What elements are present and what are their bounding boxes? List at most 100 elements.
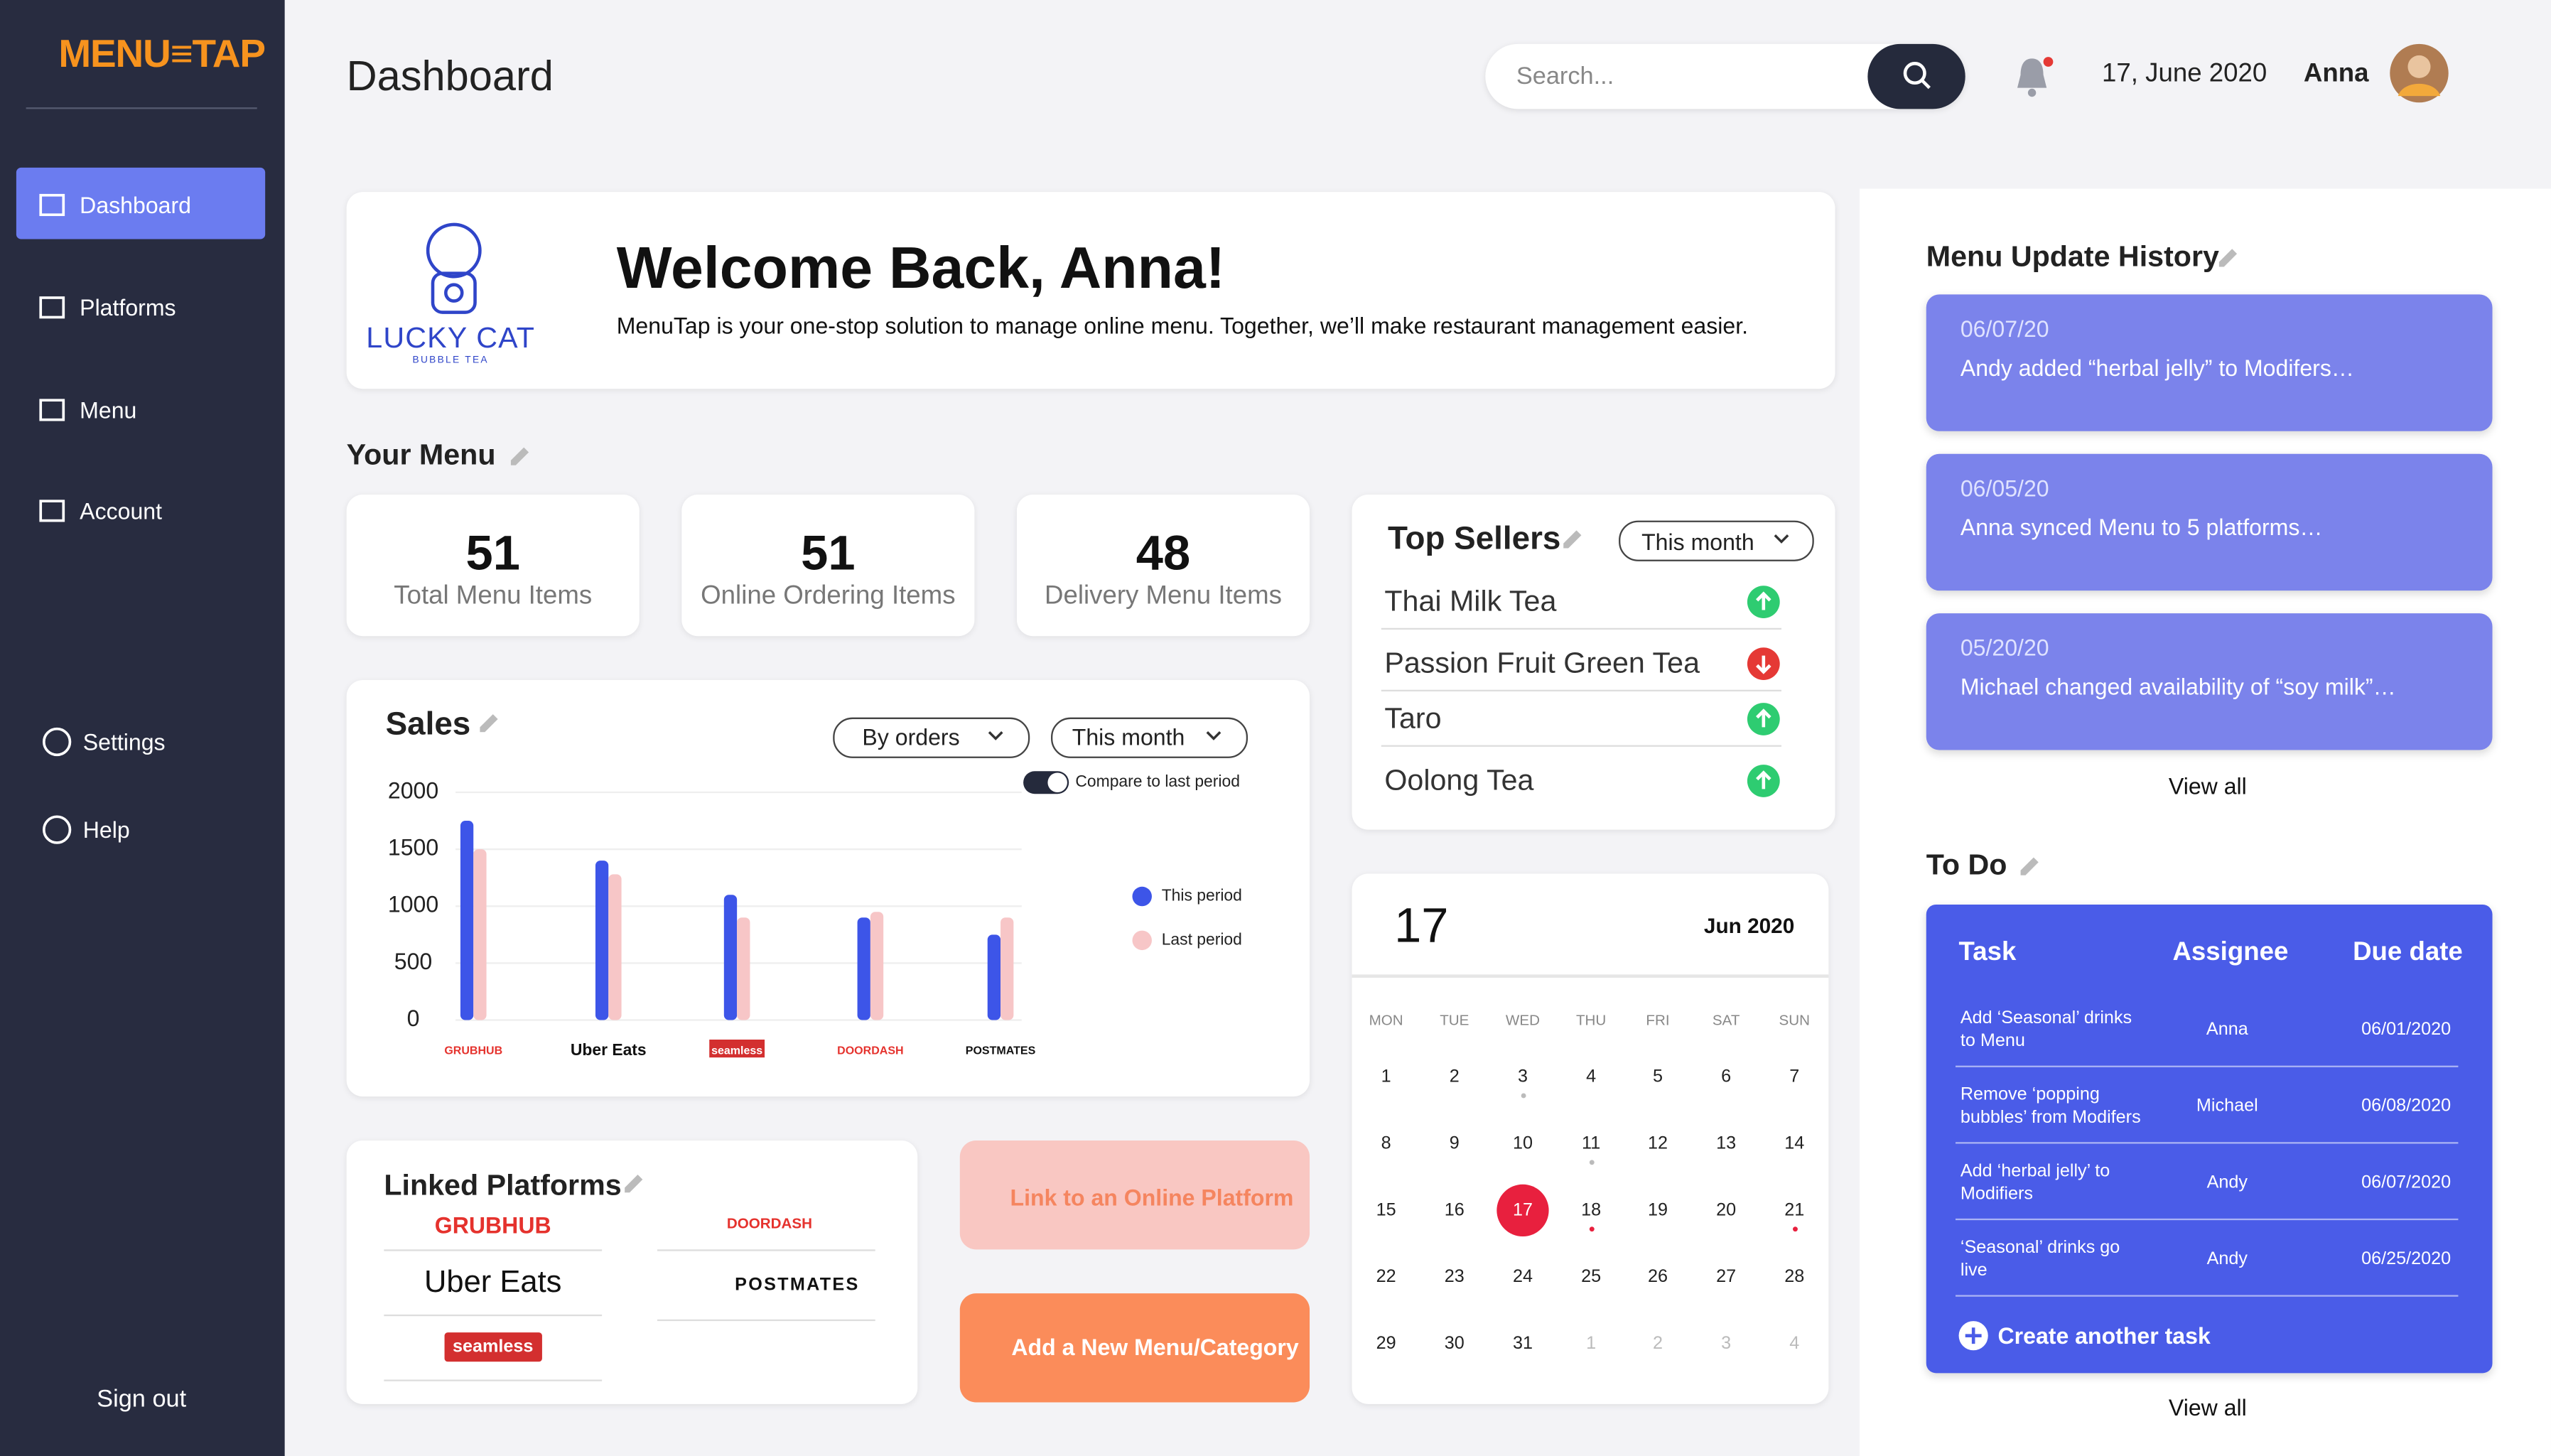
calendar-date[interactable]: 29 [1376,1334,1396,1354]
trend-icon [1747,647,1780,681]
due-date: 06/01/2020 [2361,1020,2452,1040]
calendar-today [1496,1184,1549,1237]
filter-dropdown[interactable] [833,717,1030,758]
history-date: 06/07/20 [1960,316,2049,342]
y-tick-label: 1500 [388,835,438,861]
calendar-date[interactable]: 3 [1517,1067,1528,1087]
sales-chart: 0 500 1000 1500 2000 GRUBHUB Uber Eats seamless… [388,777,1242,1059]
nav-item[interactable]: Menu [80,397,137,424]
calendar-date[interactable]: 18 [1581,1200,1602,1221]
calendar-date[interactable]: 14 [1784,1133,1805,1154]
calendar-date[interactable]: 20 [1716,1200,1737,1221]
calendar-date[interactable]: 2 [1449,1067,1460,1087]
edit-icon[interactable] [506,444,532,470]
period-dropdown[interactable] [1619,520,1814,561]
calendar-date[interactable]: 16 [1444,1200,1465,1221]
nav-item[interactable]: Dashboard [80,192,192,218]
edit-icon[interactable] [620,1171,646,1197]
view-all-link[interactable]: View all [2168,1394,2247,1420]
nav-item[interactable]: Platforms [80,294,176,321]
calendar-date[interactable]: 30 [1444,1334,1465,1354]
nav-item[interactable]: Help [82,816,130,843]
edit-icon[interactable] [475,711,502,738]
nav-item[interactable]: Account [80,497,163,524]
calendar-date[interactable]: 15 [1376,1200,1396,1221]
avatar[interactable] [2390,43,2449,103]
search-icon [1903,62,1931,90]
calendar-date[interactable]: 28 [1784,1267,1805,1287]
weekday-label: SUN [1779,1012,1811,1028]
calendar-date[interactable]: 4 [1586,1067,1597,1087]
calendar-date[interactable]: 2 [1652,1334,1663,1354]
nav-icon [39,193,65,217]
calendar-date[interactable]: 13 [1716,1133,1737,1154]
history-card[interactable] [1926,613,2493,750]
history-card[interactable] [1926,294,2493,431]
calendar-date[interactable]: 26 [1647,1267,1668,1287]
y-tick-label: 500 [394,949,432,974]
bell-icon[interactable] [2012,55,2054,98]
row-divider [1955,1142,2459,1144]
calendar-date[interactable]: 1 [1381,1067,1391,1087]
calendar-date[interactable]: 25 [1581,1267,1602,1287]
stat-label: Online Ordering Items [701,582,956,610]
add-menu-button[interactable] [959,1293,1310,1403]
view-all-link[interactable]: View all [2168,772,2247,799]
create-task[interactable]: Create another task [1997,1322,2211,1349]
calendar-date[interactable]: 19 [1647,1200,1668,1221]
link-platform-button[interactable] [959,1140,1310,1250]
platform-logo: GRUBHUB [434,1212,551,1239]
platform-logo: seamless [444,1332,541,1362]
card-title: Linked Platforms [384,1169,622,1202]
x-tick-label: DOORDASH [837,1044,903,1057]
calendar-month: Jun 2020 [1703,913,1795,938]
calendar-date[interactable]: 24 [1512,1267,1533,1287]
bar [987,934,1001,1020]
compare-toggle[interactable] [1023,771,1069,794]
calendar-date[interactable]: 27 [1716,1267,1737,1287]
history-date: 06/05/20 [1960,475,2049,502]
plus-icon[interactable] [1958,1321,1988,1351]
calendar-date[interactable]: 21 [1784,1200,1805,1221]
calendar-date[interactable]: 17 [1512,1200,1533,1221]
row-divider [657,1249,875,1251]
y-tick-label: 0 [407,1005,420,1031]
calendar-date[interactable]: 1 [1586,1334,1597,1354]
logo-badge [709,1039,765,1058]
platform-logo: POSTMATES [735,1275,860,1295]
edit-icon[interactable] [2214,246,2240,272]
legend-swatch [1132,886,1152,907]
edit-icon[interactable] [2016,854,2042,880]
bar [460,821,474,1020]
column-header: Task [1958,939,2017,966]
search-button[interactable] [1867,43,1965,109]
stat-card [1016,495,1310,637]
calendar-date[interactable]: 5 [1652,1067,1663,1087]
history-card[interactable] [1926,453,2493,591]
calendar-date[interactable]: 3 [1721,1334,1732,1354]
calendar-date[interactable]: 22 [1376,1267,1396,1287]
calendar-card [1352,873,1829,1404]
calendar-day: 17 [1394,900,1449,954]
filter-dropdown[interactable] [1051,717,1248,758]
calendar-date[interactable]: 31 [1512,1334,1533,1354]
calendar-date[interactable]: 8 [1381,1133,1391,1154]
toggle-label: Compare to last period [1075,773,1240,792]
calendar-date[interactable]: 9 [1449,1133,1460,1154]
calendar-date[interactable]: 11 [1582,1133,1601,1154]
calendar-date[interactable]: 7 [1789,1067,1800,1087]
nav-item[interactable]: Settings [82,728,166,755]
stat-card [346,495,640,637]
calendar-date[interactable]: 10 [1512,1133,1533,1154]
x-tick-label: GRUBHUB [444,1044,502,1057]
calendar-date[interactable]: 6 [1721,1067,1732,1087]
calendar-date[interactable]: 4 [1789,1334,1800,1354]
sign-out[interactable]: Sign out [97,1385,187,1413]
calendar-date[interactable]: 23 [1444,1267,1465,1287]
edit-icon[interactable] [1558,527,1585,554]
calendar-date[interactable]: 12 [1647,1133,1668,1154]
legend-label: Last period [1162,929,1242,948]
logo-subtitle: BUBBLE TEA [412,356,489,367]
task-text: Add ‘Seasonal’ drinks to Menu [1960,1008,2132,1052]
